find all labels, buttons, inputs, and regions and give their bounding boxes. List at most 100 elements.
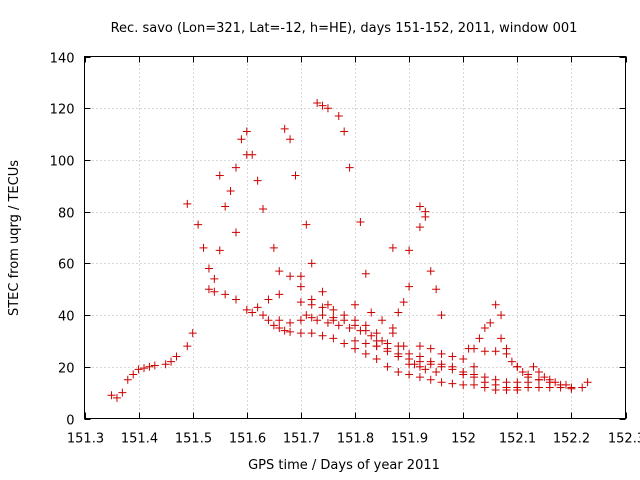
y-tick-label: 120 [50, 103, 75, 118]
data-point [329, 305, 338, 314]
data-point [351, 336, 359, 345]
y-axis-label: STEC from uqrg / TECUs [7, 160, 22, 316]
data-point [253, 303, 262, 312]
data-point [415, 373, 424, 382]
data-point [215, 246, 224, 255]
data-point [323, 300, 332, 309]
data-point [415, 342, 424, 351]
data-point [583, 378, 592, 387]
data-point [480, 347, 489, 356]
data-point [210, 287, 219, 296]
data-point [545, 378, 554, 387]
y-tick-label: 60 [58, 258, 75, 273]
data-point [323, 104, 332, 113]
data-point [302, 220, 311, 229]
data-point [367, 331, 376, 340]
data-point [264, 295, 273, 304]
data-point [307, 259, 316, 268]
data-point [242, 127, 251, 136]
x-axis-tick-labels: 151.3 151.4 151.5 151.6 151.7 151.8 151.9 152 15… [67, 432, 640, 447]
y-tick-label: 100 [50, 155, 75, 170]
data-point [361, 321, 370, 330]
data-point [513, 362, 522, 371]
x-tick-label: 151.9 [391, 432, 428, 447]
data-point [329, 316, 338, 325]
data-point [107, 391, 116, 400]
data-point [280, 326, 289, 335]
data-point [437, 378, 446, 387]
data-point [540, 373, 549, 382]
data-point [291, 171, 300, 180]
y-tick-label: 140 [50, 52, 75, 67]
x-tick-label: 151.3 [67, 432, 104, 447]
data-point [302, 311, 311, 320]
data-point [367, 308, 376, 317]
data-point [161, 360, 170, 369]
data-point [356, 217, 365, 226]
data-point [231, 295, 240, 304]
data-point [334, 111, 343, 120]
y-tick-label: 20 [58, 362, 75, 377]
data-point [275, 324, 284, 332]
data-point [172, 352, 181, 361]
data-point [388, 329, 397, 338]
data-point [497, 334, 506, 343]
data-point [123, 375, 132, 384]
data-point [567, 383, 576, 392]
data-point [226, 186, 235, 195]
data-point [296, 272, 305, 281]
data-point [275, 267, 284, 276]
data-point [470, 362, 479, 371]
data-point [383, 339, 392, 348]
x-tick-label: 151.5 [175, 432, 212, 447]
data-point [361, 269, 370, 278]
data-point [534, 367, 543, 376]
data-point [426, 267, 435, 276]
data-point [372, 342, 381, 351]
data-point [140, 364, 149, 373]
data-point [275, 316, 284, 325]
data-point [405, 349, 414, 358]
data-point [296, 282, 305, 291]
data-point [150, 361, 159, 370]
x-axis-label: GPS time / Days of year 2011 [248, 458, 440, 473]
data-point [351, 316, 359, 325]
data-point [415, 223, 424, 232]
data-point [486, 318, 495, 327]
data-point [199, 243, 208, 252]
data-point [231, 163, 240, 172]
x-tick-label: 152.2 [553, 432, 590, 447]
data-point [480, 378, 489, 387]
data-point [383, 347, 392, 356]
data-point [318, 101, 327, 110]
data-point [296, 329, 305, 338]
data-point [459, 380, 468, 389]
data-point [307, 329, 316, 338]
data-point [421, 212, 430, 221]
data-point [470, 344, 479, 353]
data-point [145, 362, 154, 371]
data-point [204, 285, 213, 294]
y-tick-label: 0 [66, 414, 74, 429]
data-point [432, 285, 441, 294]
x-tick-label: 152 [451, 432, 476, 447]
data-point [183, 342, 192, 351]
data-point [475, 334, 484, 343]
data-point [259, 311, 268, 320]
data-point [448, 362, 457, 371]
data-point [112, 393, 121, 402]
data-point [470, 380, 479, 389]
data-point [242, 305, 251, 314]
data-point [183, 199, 192, 208]
data-point [491, 300, 500, 309]
data-point [318, 303, 327, 312]
y-axis-tick-labels: 0 20 40 60 80 100 120 140 [50, 52, 75, 429]
x-tick-label: 151.7 [283, 432, 320, 447]
data-point [415, 202, 424, 211]
data-point [345, 163, 354, 172]
data-point [269, 321, 278, 330]
data-point [534, 383, 543, 392]
data-point [323, 318, 332, 327]
axis-ticks [84, 56, 627, 420]
